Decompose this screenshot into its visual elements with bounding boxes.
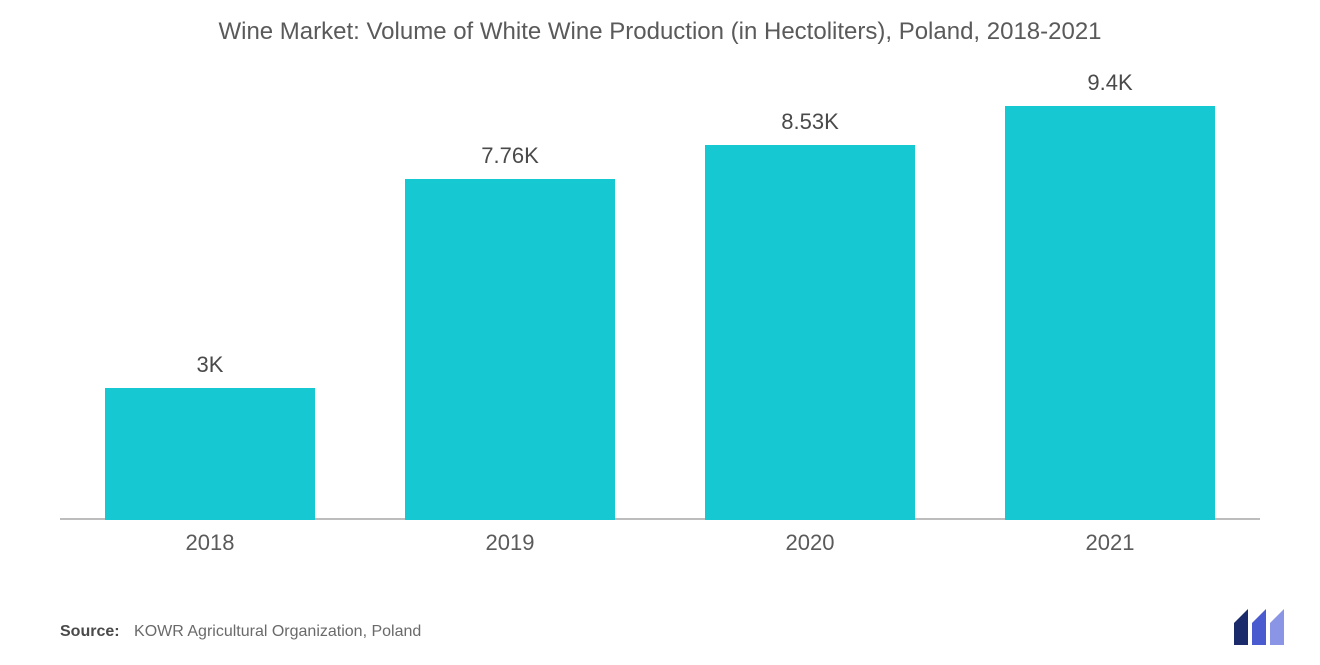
- x-axis-label: 2021: [1005, 530, 1215, 556]
- brand-logo: [1234, 609, 1294, 645]
- logo-bar-1: [1234, 609, 1248, 645]
- bar-value-label: 8.53K: [705, 109, 915, 135]
- plot-area: 3K 7.76K 8.53K 9.4K: [60, 80, 1260, 520]
- x-axis-label: 2020: [705, 530, 915, 556]
- bar: [105, 388, 315, 520]
- bar: [405, 179, 615, 520]
- chart-title: Wine Market: Volume of White Wine Produc…: [0, 18, 1320, 46]
- bar-value-label: 3K: [105, 352, 315, 378]
- bar-group: 7.76K: [405, 179, 615, 520]
- source-citation: Source: KOWR Agricultural Organization, …: [60, 623, 421, 641]
- logo-bar-3: [1270, 609, 1284, 645]
- bar: [705, 145, 915, 520]
- bar-group: 8.53K: [705, 145, 915, 520]
- logo-bar-2: [1252, 609, 1266, 645]
- x-axis-label: 2018: [105, 530, 315, 556]
- x-axis-label: 2019: [405, 530, 615, 556]
- chart-container: Wine Market: Volume of White Wine Produc…: [0, 0, 1320, 665]
- bar-group: 9.4K: [1005, 106, 1215, 520]
- bar: [1005, 106, 1215, 520]
- source-text: KOWR Agricultural Organization, Poland: [134, 623, 421, 640]
- source-prefix: Source:: [60, 623, 120, 640]
- bar-value-label: 9.4K: [1005, 70, 1215, 96]
- bar-group: 3K: [105, 388, 315, 520]
- bar-value-label: 7.76K: [405, 143, 615, 169]
